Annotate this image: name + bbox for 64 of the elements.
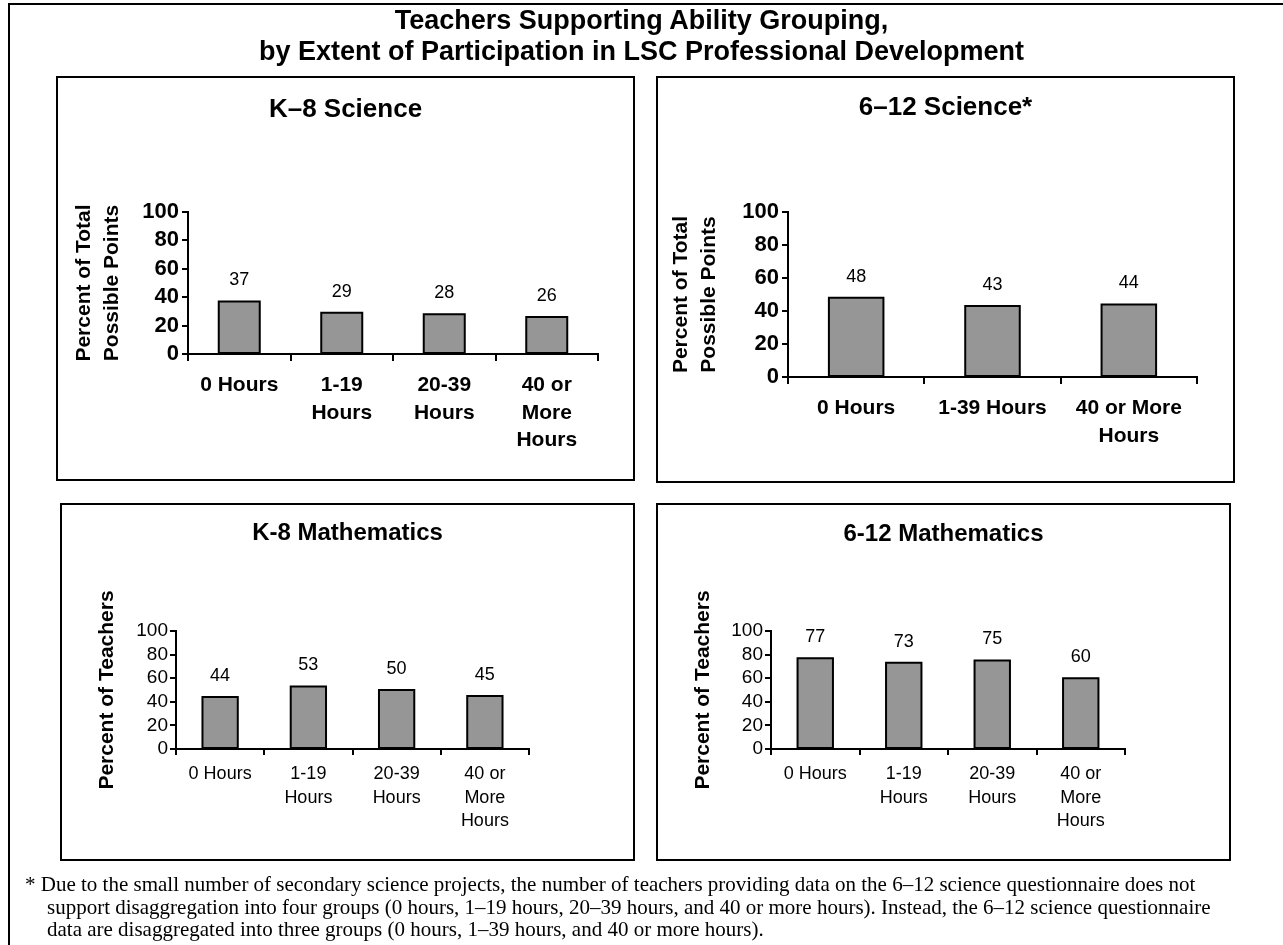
- data-label: 48: [846, 265, 867, 286]
- y-tick-label: 60: [154, 254, 179, 280]
- data-label: 44: [1118, 272, 1139, 293]
- data-label: 73: [893, 630, 914, 651]
- text: Teachers Supporting Ability Grouping, by Extent of Participation in LSC Professional Development: [257, 5, 1026, 67]
- y-tick-label: 100: [731, 619, 763, 641]
- data-label: 43: [982, 274, 1003, 295]
- x-tick-label: 1-19 Hours: [284, 763, 333, 807]
- y-tick-label: 80: [154, 226, 179, 252]
- y-tick-label: 100: [136, 619, 168, 641]
- chart-title: 6–12 Science*: [857, 91, 1034, 121]
- y-tick-label: 60: [754, 264, 779, 290]
- data-label: 28: [434, 282, 455, 303]
- chart-title: K-8 Mathematics: [251, 517, 444, 547]
- y-tick-label: 40: [754, 297, 779, 323]
- y-tick-label: 20: [146, 713, 168, 735]
- data-label: 26: [536, 285, 557, 306]
- y-tick-label: 80: [741, 642, 763, 664]
- y-tick-label: 100: [742, 198, 779, 224]
- y-tick-label: 40: [146, 690, 168, 712]
- y-tick-label: 0: [766, 363, 779, 389]
- x-tick-label: 0 Hours: [188, 763, 252, 784]
- y-tick-label: 60: [741, 666, 763, 688]
- y-tick-label: 0: [157, 737, 168, 759]
- x-tick-label: 20-39 Hours: [413, 372, 475, 423]
- x-tick-label: 40 or More Hours: [516, 372, 578, 451]
- y-axis-title: Percent of Total Possible Points: [71, 204, 122, 362]
- x-tick-label: 40 or More Hours: [1056, 763, 1105, 830]
- data-label: 50: [386, 657, 407, 678]
- y-tick-label: 80: [146, 642, 168, 664]
- data-label: 77: [805, 626, 826, 647]
- data-label: 44: [210, 665, 231, 686]
- chart-title: 6-12 Mathematics: [842, 518, 1045, 548]
- y-tick-label: 40: [741, 690, 763, 712]
- y-tick-label: 20: [754, 330, 779, 356]
- x-tick-label: 20-39 Hours: [968, 763, 1017, 807]
- y-tick-label: 60: [146, 666, 168, 688]
- chart-title: K–8 Science: [267, 93, 424, 123]
- x-tick-label: 1-19 Hours: [879, 763, 928, 807]
- y-tick-label: 0: [166, 340, 179, 366]
- data-label: 75: [982, 628, 1003, 649]
- y-axis-title: Percent of Total Possible Points: [668, 215, 719, 374]
- y-tick-label: 80: [754, 231, 779, 257]
- x-tick-label: 0 Hours: [783, 763, 847, 784]
- data-label: 45: [474, 663, 495, 684]
- data-label: 29: [331, 280, 352, 301]
- text: * Due to the small number of secondary science projects, the number of teachers providing data on the 6–12 science questionnaire does not support disaggregation into four groups (0 hours, 1–19 hours, 20–39 hours, and 40 or more hours). Instead, the 6–12 science questionnaire data are disaggregated into three groups (0 hours, 1–39 hours, and 40 or more hours).: [25, 872, 1212, 941]
- x-tick-label: 0 Hours: [200, 372, 279, 396]
- y-tick-label: 100: [142, 198, 179, 224]
- y-axis-title: Percent of Teachers: [690, 590, 714, 790]
- data-label: 37: [229, 269, 250, 290]
- data-label: 60: [1070, 646, 1091, 667]
- x-tick-label: 0 Hours: [817, 395, 896, 419]
- y-axis-title: Percent of Teachers: [94, 590, 118, 790]
- y-tick-label: 40: [154, 283, 179, 309]
- y-tick-label: 0: [752, 737, 763, 759]
- data-label: 53: [298, 654, 319, 675]
- x-tick-label: 40 or More Hours: [1075, 395, 1182, 446]
- x-tick-label: 40 or More Hours: [460, 763, 509, 830]
- y-tick-label: 20: [154, 311, 179, 337]
- y-tick-label: 20: [741, 713, 763, 735]
- x-tick-label: 1-19 Hours: [311, 372, 373, 423]
- x-tick-label: 1-39 Hours: [938, 395, 1047, 419]
- x-tick-label: 20-39 Hours: [372, 763, 421, 807]
